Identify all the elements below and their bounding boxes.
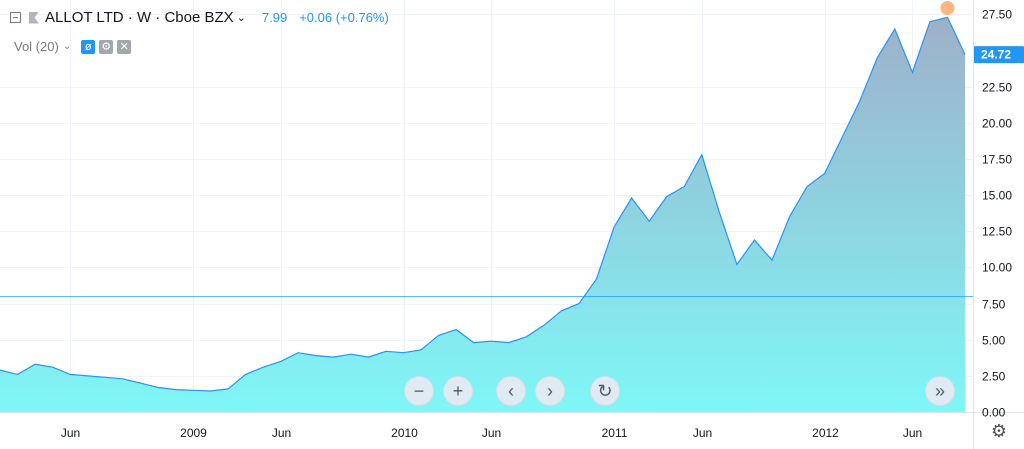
time-axis-tick-label: 2010 xyxy=(391,426,418,440)
gear-icon[interactable]: ⚙ xyxy=(99,39,114,54)
last-price-label: 24.72 xyxy=(981,48,1011,62)
flag-icon[interactable] xyxy=(29,11,39,24)
zoom-in-button[interactable]: + xyxy=(443,376,473,406)
chevron-right-icon: › xyxy=(547,380,553,401)
price-axis[interactable]: 0.00 2.50 5.00 7.50 10.00 12.50 15.00 17.50 20.0… xyxy=(982,8,1012,420)
plus-icon: + xyxy=(452,380,464,401)
zoom-out-button[interactable]: − xyxy=(404,376,434,406)
time-axis-tick-label: Jun xyxy=(903,426,922,440)
price-axis-tick-label: 15.00 xyxy=(982,189,1012,203)
go-to-latest-button[interactable]: » xyxy=(925,376,955,406)
time-axis-tick-label: Jun xyxy=(482,426,501,440)
time-axis-tick-label: 2012 xyxy=(812,426,839,440)
time-axis-tick-label: 2011 xyxy=(602,426,628,440)
close-icon[interactable]: ✕ xyxy=(117,39,132,54)
price-axis-tick-label: 5.00 xyxy=(982,334,1006,348)
price-area xyxy=(0,17,965,413)
price-axis-tick-label: 2.50 xyxy=(982,370,1006,384)
volume-indicator-legend: Vol (20) ⌄ ø ⚙ ✕ xyxy=(14,39,132,54)
double-chevron-right-icon: » xyxy=(934,380,945,401)
chevron-down-icon[interactable]: ⌄ xyxy=(62,41,72,52)
reset-chart-button[interactable]: ↻ xyxy=(590,376,620,406)
last-price-badge: 24.72 xyxy=(974,46,1024,64)
price-axis-tick-label: 0.00 xyxy=(982,406,1006,420)
symbol-legend: ALLOT LTD · W · Cboe BZX ⌄ 7.99 +0.06 (+… xyxy=(10,9,389,26)
chevron-left-icon: ‹ xyxy=(508,380,514,401)
price-axis-tick-label: 20.00 xyxy=(982,117,1012,131)
chart-settings-gear-icon[interactable]: ⚙ xyxy=(990,421,1008,441)
time-axis-tick-label: Jun xyxy=(693,426,712,440)
scroll-right-button[interactable]: › xyxy=(535,376,565,406)
price-axis-tick-label: 17.50 xyxy=(982,153,1012,167)
price-axis-tick-label: 27.50 xyxy=(982,8,1012,22)
collapse-icon[interactable] xyxy=(10,12,21,23)
price-axis-tick-label: 10.00 xyxy=(982,261,1012,275)
price-axis-tick-label: 7.50 xyxy=(982,298,1006,312)
symbol-title[interactable]: ALLOT LTD · W · Cboe BZX xyxy=(45,9,234,26)
eye-slash-icon[interactable]: ø xyxy=(81,39,96,54)
price-axis-tick-label: 12.50 xyxy=(982,225,1012,239)
time-axis[interactable]: Jun 2009 Jun 2010 Jun 2011 Jun 2012 Jun xyxy=(61,426,922,440)
price-line xyxy=(0,16,966,392)
time-axis-tick-label: 2009 xyxy=(180,426,207,440)
minus-icon: − xyxy=(413,380,425,401)
time-axis-tick-label: Jun xyxy=(272,426,291,440)
price-change: +0.06 (+0.76%) xyxy=(299,10,389,25)
scroll-left-button[interactable]: ‹ xyxy=(496,376,526,406)
last-point-marker xyxy=(940,1,955,15)
last-price: 7.99 xyxy=(261,10,288,25)
chevron-down-icon[interactable]: ⌄ xyxy=(236,12,246,24)
volume-indicator-label[interactable]: Vol (20) xyxy=(14,39,59,54)
reset-icon: ↻ xyxy=(597,380,613,401)
price-axis-tick-label: 22.50 xyxy=(982,81,1012,95)
time-axis-tick-label: Jun xyxy=(61,426,80,440)
